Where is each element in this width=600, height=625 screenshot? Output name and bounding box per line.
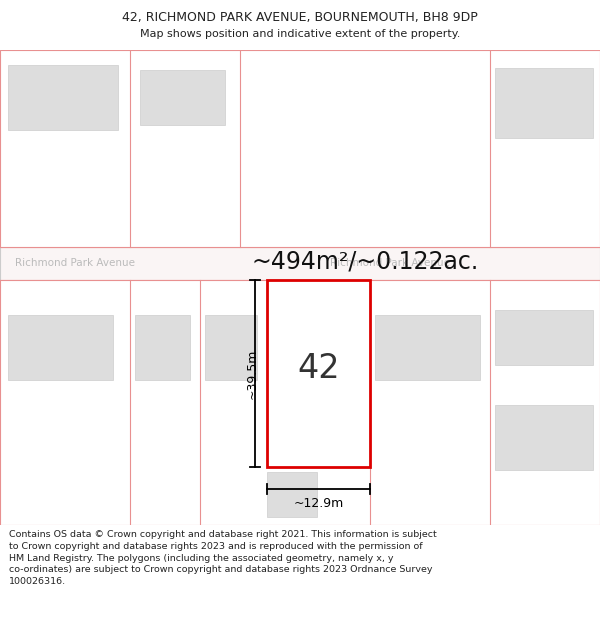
Bar xyxy=(0,280,600,525)
Text: ~39.5m: ~39.5m xyxy=(245,348,259,399)
Text: 42: 42 xyxy=(297,352,340,385)
Bar xyxy=(495,405,593,470)
Text: 42, RICHMOND PARK AVENUE, BOURNEMOUTH, BH8 9DP: 42, RICHMOND PARK AVENUE, BOURNEMOUTH, B… xyxy=(122,11,478,24)
Text: Contains OS data © Crown copyright and database right 2021. This information is : Contains OS data © Crown copyright and d… xyxy=(9,530,437,586)
Bar xyxy=(8,65,118,130)
Text: ~494m²/~0.122ac.: ~494m²/~0.122ac. xyxy=(252,249,479,274)
Bar xyxy=(205,315,257,380)
Bar xyxy=(495,310,593,365)
Bar xyxy=(267,472,317,517)
Bar xyxy=(495,68,593,138)
Bar xyxy=(0,247,600,280)
Text: ~12.9m: ~12.9m xyxy=(293,497,344,510)
Text: Map shows position and indicative extent of the property.: Map shows position and indicative extent… xyxy=(140,29,460,39)
Bar xyxy=(267,280,370,467)
Bar xyxy=(0,50,600,247)
Text: Richmond Park Avenue: Richmond Park Avenue xyxy=(15,259,135,269)
Bar xyxy=(140,70,225,125)
Bar xyxy=(135,315,190,380)
Text: Richmond Park Avenue: Richmond Park Avenue xyxy=(330,259,450,269)
Bar xyxy=(8,315,113,380)
Bar xyxy=(375,315,480,380)
